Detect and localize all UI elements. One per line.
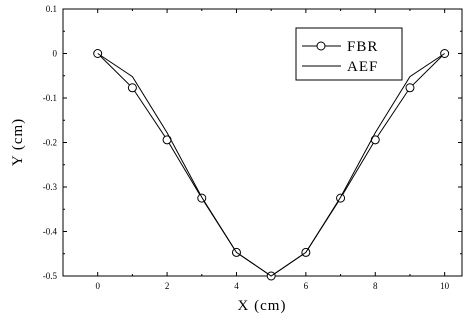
y-tick-label: -0.1 bbox=[43, 93, 57, 103]
y-tick-label: 0 bbox=[53, 49, 58, 59]
ticks-layer: 0 2 4 6 8 10 0.1 0 -0.1 -0.2 -0.3 -0.4 -0.5 bbox=[43, 4, 462, 291]
legend: FBR AEF bbox=[295, 27, 403, 81]
y-axis-title: Y (cm) bbox=[10, 118, 26, 166]
x-tick-label: 4 bbox=[234, 281, 239, 291]
series-line-fbr bbox=[97, 53, 446, 277]
data-point-fbr bbox=[405, 83, 415, 93]
series-layer bbox=[93, 49, 450, 281]
y-tick-label: -0.5 bbox=[43, 271, 58, 281]
y-tick-label: -0.4 bbox=[43, 227, 58, 237]
x-tick-label: 2 bbox=[165, 281, 170, 291]
legend-fbr-label: FBR bbox=[347, 39, 378, 55]
y-tick-label: -0.2 bbox=[43, 138, 57, 148]
legend-box bbox=[295, 27, 403, 81]
x-tick-label: 6 bbox=[304, 281, 309, 291]
series-line-aef bbox=[97, 53, 445, 277]
legend-fbr-marker bbox=[316, 41, 326, 51]
data-point-fbr bbox=[127, 83, 137, 93]
y-tick-label: 0.1 bbox=[46, 4, 57, 14]
x-tick-label: 0 bbox=[95, 281, 100, 291]
x-tick-label: 8 bbox=[373, 281, 378, 291]
y-tick-label: -0.3 bbox=[43, 182, 58, 192]
legend-aef-label: AEF bbox=[347, 59, 378, 75]
x-tick-label: 10 bbox=[440, 281, 450, 291]
x-axis-title: X (cm) bbox=[238, 298, 287, 314]
